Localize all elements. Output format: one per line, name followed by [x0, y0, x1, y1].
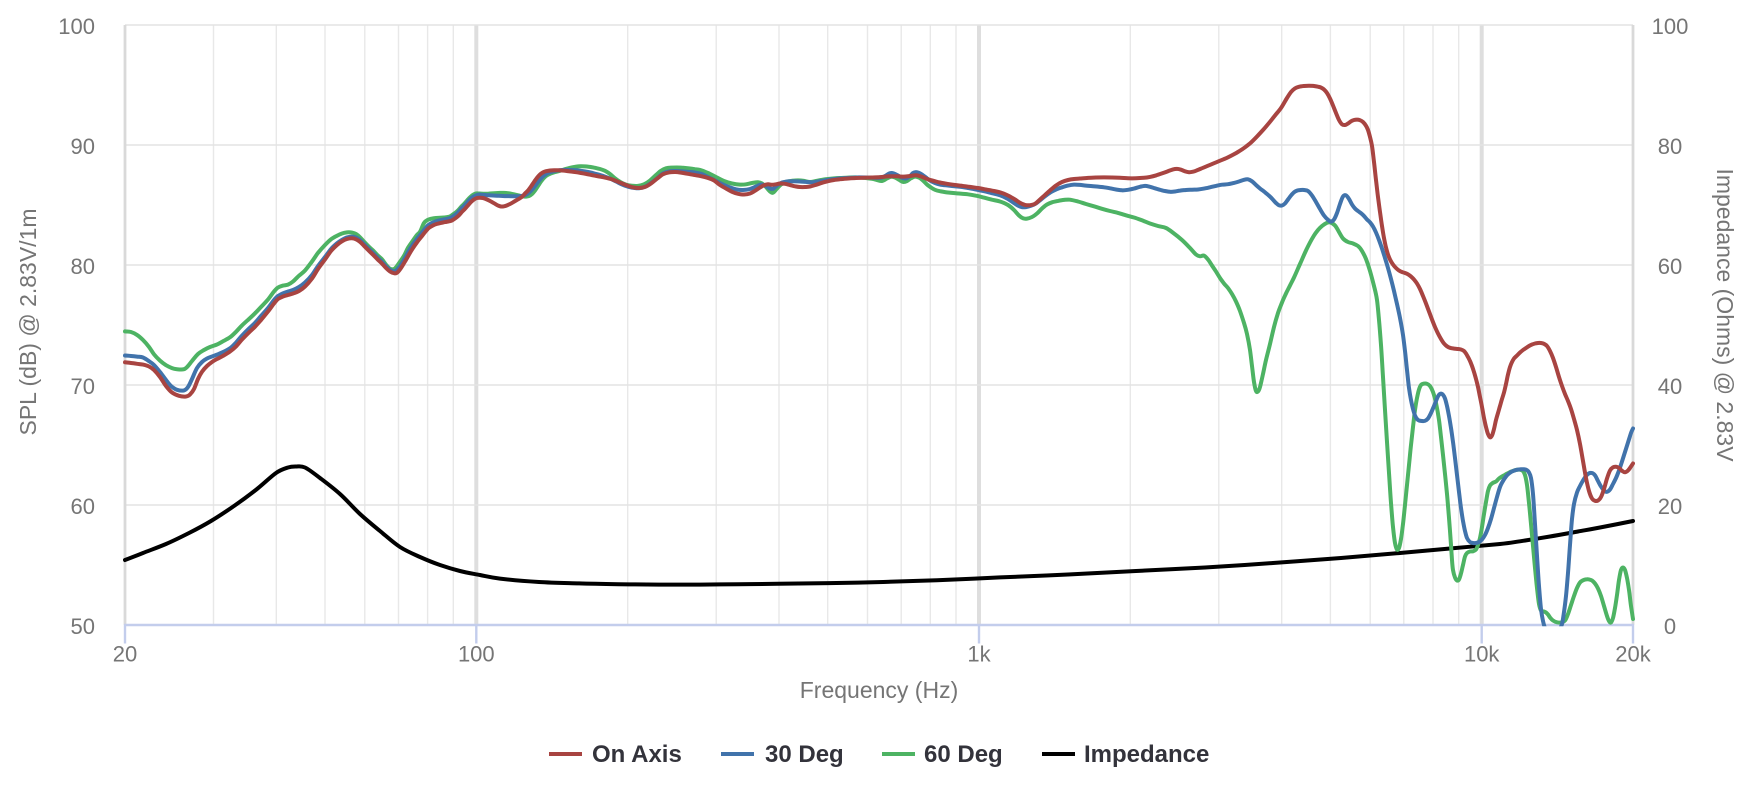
svg-text:60 Deg: 60 Deg [924, 741, 1003, 768]
svg-text:60: 60 [1658, 254, 1682, 279]
svg-text:20: 20 [1658, 494, 1682, 519]
svg-text:Impedance (Ohms) @ 2.83V: Impedance (Ohms) @ 2.83V [1712, 168, 1738, 462]
svg-text:100: 100 [458, 642, 495, 667]
svg-text:80: 80 [1658, 134, 1682, 159]
svg-text:100: 100 [58, 14, 95, 39]
svg-text:SPL (dB) @ 2.83V/1m: SPL (dB) @ 2.83V/1m [15, 208, 41, 435]
svg-text:90: 90 [71, 134, 95, 159]
svg-text:Impedance: Impedance [1084, 741, 1209, 768]
svg-text:Frequency (Hz): Frequency (Hz) [800, 677, 958, 703]
svg-text:1k: 1k [967, 642, 991, 667]
svg-text:80: 80 [71, 254, 95, 279]
svg-text:30 Deg: 30 Deg [765, 741, 844, 768]
svg-text:On Axis: On Axis [592, 741, 682, 768]
svg-text:100: 100 [1652, 14, 1689, 39]
svg-text:20: 20 [113, 642, 137, 667]
svg-text:40: 40 [1658, 374, 1682, 399]
svg-text:50: 50 [71, 614, 95, 639]
svg-text:60: 60 [71, 494, 95, 519]
svg-text:70: 70 [71, 374, 95, 399]
svg-text:10k: 10k [1464, 642, 1500, 667]
svg-text:0: 0 [1664, 614, 1676, 639]
svg-text:20k: 20k [1615, 642, 1651, 667]
